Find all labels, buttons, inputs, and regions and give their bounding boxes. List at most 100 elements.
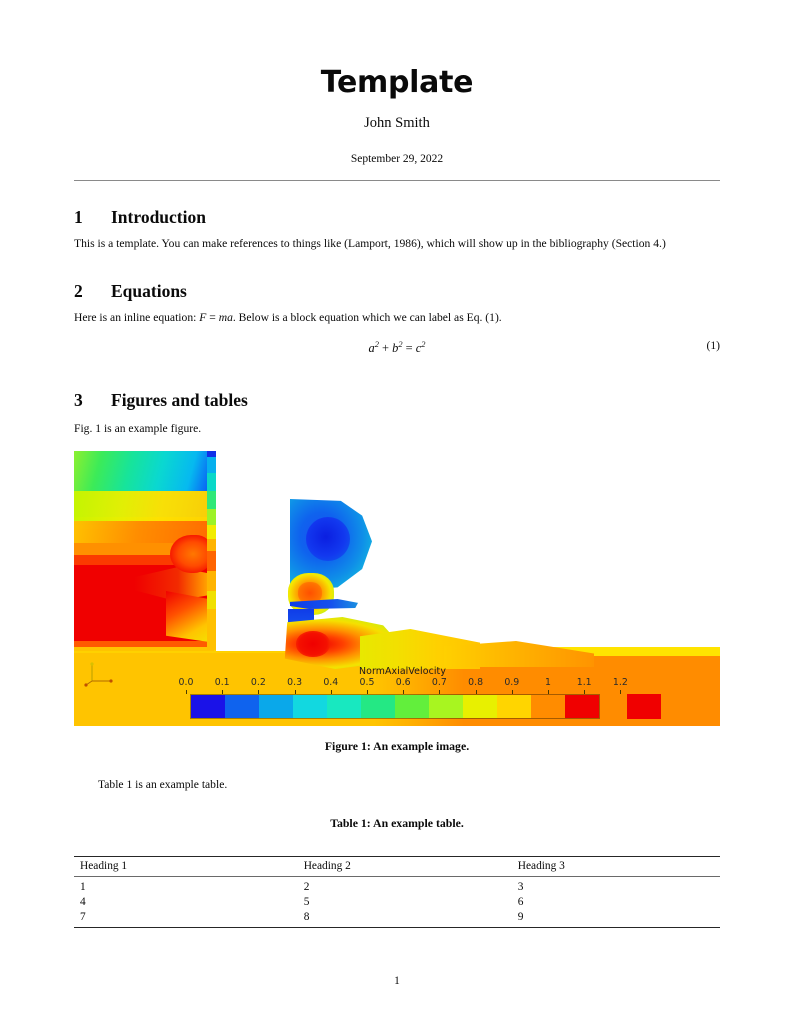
colorbar-band (225, 695, 259, 719)
colorbar-tick-mark (403, 690, 405, 695)
table-header-cell: Heading 1 (74, 856, 298, 878)
colorbar-tick-label: 0.4 (323, 677, 339, 689)
block-equation: a2 + b2 = c2 (368, 339, 426, 356)
colorbar-strip (190, 694, 600, 720)
hub-recirculation-core (298, 582, 322, 605)
colorbar-tick-label: 0.5 (359, 677, 375, 689)
table-caption-text: An example table. (373, 816, 464, 831)
inlet-trailing-edge (207, 451, 216, 651)
table-caption-label: Table 1: (330, 816, 371, 831)
colorbar-tick-mark (330, 690, 332, 695)
introduction-paragraph: This is a template. You can make referen… (74, 237, 666, 251)
section-number: 2 (74, 280, 83, 301)
colorbar-band (293, 695, 327, 719)
colorbar-band (497, 695, 531, 719)
table-head: Heading 1 Heading 2 Heading 3 (74, 856, 720, 878)
hub-upper-core (306, 517, 350, 562)
colorbar-band (361, 695, 395, 719)
colorbar-title: NormAxialVelocity (359, 666, 446, 678)
cfd-contour-plot: NormAxialVelocity 0.0 0.1 0.2 0.3 0.4 0.5 0.6 0… (74, 451, 720, 727)
colorbar-tick-mark (511, 690, 513, 695)
table-row: 7 8 9 (74, 909, 720, 929)
colorbar-tick-label: 1 (545, 677, 551, 689)
colorbar-band (565, 695, 599, 719)
wake-band-far (444, 641, 594, 668)
hub-lower-core (296, 631, 330, 658)
equations-paragraph: Here is an inline equation: F = ma. Belo… (74, 310, 720, 325)
colorbar-tick-mark (186, 690, 187, 695)
table-cell: 5 (303, 896, 310, 909)
colorbar-tick-label: 1.1 (576, 677, 592, 689)
table-cell: 9 (511, 909, 720, 929)
table-cell: 1 (80, 881, 86, 894)
equations-paragraph-prefix: Here is an inline equation: (74, 310, 200, 324)
colorbar-tick-mark (258, 690, 260, 695)
colorbar-tick-mark (475, 690, 477, 695)
figure-caption: Figure 1: An example image. (74, 739, 720, 753)
colorbar-band (531, 695, 565, 719)
colorbar-tick-mark (294, 690, 296, 695)
table-header-row: Heading 1 Heading 2 Heading 3 (74, 856, 720, 878)
inlet-hot-spot (170, 535, 212, 574)
colorbar-tick-mark (222, 690, 224, 695)
section-title: Equations (111, 280, 187, 301)
table-row: 1 2 3 (74, 877, 720, 895)
colorbar-tick-mark (620, 690, 622, 695)
table-cell: 3 (517, 881, 524, 894)
table-caption: Table 1: An example table. (74, 816, 720, 830)
table-cell: 8 (297, 909, 512, 929)
table-body: 1 2 3 4 5 6 7 8 9 (74, 877, 720, 929)
figures-paragraph: Fig. 1 is an example figure. (74, 421, 202, 435)
colorbar-band (463, 695, 497, 719)
table-header-cell: Heading 3 (511, 856, 720, 878)
figure-caption-text: An example image. (373, 739, 470, 754)
colorbar-tick-mark (548, 690, 549, 695)
author-name: John Smith (364, 114, 430, 131)
colorbar-tick-label: 0.1 (214, 677, 230, 689)
block-equation-row: a2 + b2 = c2 (1) (74, 339, 721, 361)
table-cell: 2 (303, 881, 310, 894)
equations-paragraph-suffix: . Below is a block equation which we can… (232, 310, 502, 324)
section-heading-introduction: 1 Introduction (74, 207, 720, 228)
page-number: 1 (394, 975, 400, 987)
colorbar-tick-label: 0.7 (431, 677, 447, 689)
inline-equation: F = ma (199, 310, 233, 324)
colorbar-tick-label: 0.6 (395, 677, 411, 689)
table-header-cell: Heading 2 (297, 856, 512, 878)
page-title: Template (320, 65, 474, 100)
document-date: September 29, 2022 (350, 153, 444, 166)
example-table: Heading 1 Heading 2 Heading 3 1 2 3 4 5 … (74, 856, 720, 929)
colorbar-tick-label: 0.3 (287, 677, 303, 689)
colorbar-band (259, 695, 293, 719)
figure-1: NormAxialVelocity 0.0 0.1 0.2 0.3 0.4 0.5 0.6 0… (74, 451, 720, 753)
section-heading-figures-and-tables: 3 Figures and tables (74, 390, 720, 411)
inlet-mid-band (74, 491, 214, 526)
colorbar-tick-labels: 0.0 0.1 0.2 0.3 0.4 0.5 0.6 0.7 0.8 0.9 1 1.1 1.2 (179, 677, 646, 695)
table-cell: 4 (80, 896, 86, 909)
table-intro-paragraph: Table 1 is an example table. (98, 778, 228, 792)
colorbar-tick-label: 0.8 (468, 677, 484, 689)
colorbar-tick-label: 0.0 (178, 677, 194, 689)
colorbar-band (327, 695, 361, 719)
section-title: Figures and tables (111, 390, 248, 411)
section-number: 3 (74, 390, 83, 411)
colorbar-overflow-swatch (627, 694, 661, 720)
colorbar-band (395, 695, 429, 719)
table-row: 4 5 6 (74, 895, 720, 910)
colorbar-tick-label: 0.9 (504, 677, 520, 689)
colorbar-tick-label: 1.2 (612, 677, 628, 689)
colorbar-tick-label: 0.2 (250, 677, 266, 689)
table-cell: 6 (517, 896, 524, 909)
page-content: Template John Smith September 29, 2022 1… (74, 0, 721, 929)
axis-triad-icon (84, 662, 113, 687)
hub-slot (290, 599, 358, 610)
colorbar-band (429, 695, 463, 719)
section-title: Introduction (111, 207, 206, 228)
colorbar-tick-mark (439, 690, 441, 695)
table-cell: 7 (74, 909, 298, 929)
figure-caption-label: Figure 1: (324, 739, 371, 754)
figure-white-gap (216, 451, 291, 652)
title-divider (74, 180, 720, 182)
colorbar-tick-mark (367, 690, 368, 695)
